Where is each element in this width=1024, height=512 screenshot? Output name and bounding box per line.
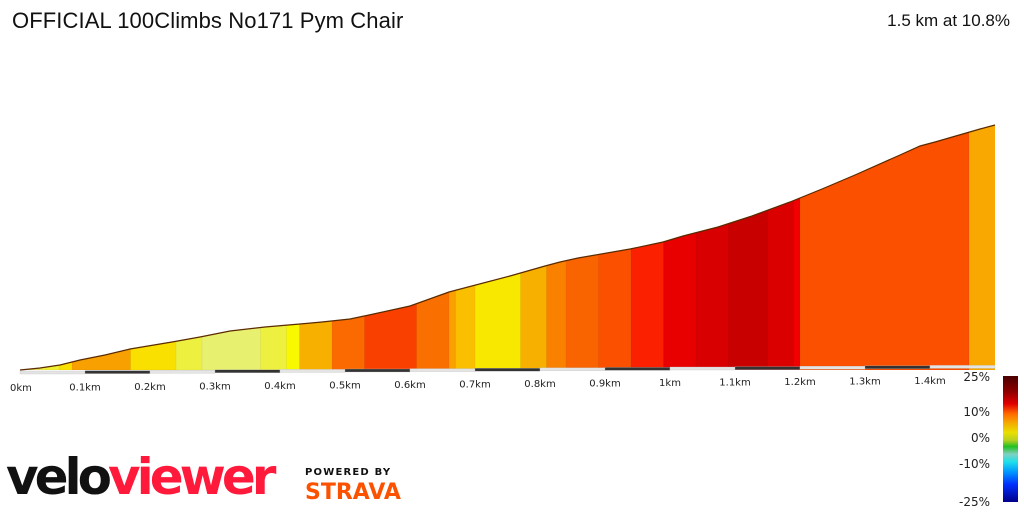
x-tick-label: 1.1km — [719, 378, 750, 389]
gradient-legend: 25% 10% 0% -10% -25% — [959, 370, 1018, 509]
x-tick-label: 0.5km — [329, 381, 360, 392]
gradient-segment — [793, 125, 801, 370]
logo-velo: velo — [6, 448, 112, 506]
gradient-segment — [565, 125, 600, 370]
gradient-segment — [286, 125, 301, 370]
gradient-segment — [260, 125, 288, 370]
x-tick-label: 0.1km — [69, 383, 100, 394]
gradient-segment — [474, 125, 522, 370]
elevation-profile-chart: 0km 0.1km 0.2km 0.3km 0.4km 0.5km 0.6km 0.7km 0.… — [10, 124, 996, 394]
gradient-segment — [695, 125, 730, 370]
page-title: OFFICIAL 100Climbs No171 Pym Chair — [12, 8, 404, 33]
logo-viewer: viewer — [108, 448, 276, 506]
gradient-segment — [663, 125, 697, 370]
climb-summary: 1.5 km at 10.8% — [887, 11, 1010, 30]
gradient-segment — [968, 125, 995, 370]
gradient-segment — [299, 125, 333, 370]
x-tick-label: 0.9km — [589, 379, 620, 390]
gradient-segment — [364, 125, 418, 370]
x-tick-label: 1km — [659, 378, 681, 389]
x-tick-label: 0.4km — [264, 381, 295, 392]
gradient-segment — [799, 125, 970, 370]
gradient-color-scale — [1003, 376, 1018, 502]
legend-label-min: -25% — [958, 495, 990, 509]
gradient-segment — [455, 125, 476, 370]
gradient-segment — [45, 125, 60, 370]
strava-logo: STRAVA — [305, 480, 401, 505]
legend-label-max: 25% — [963, 370, 990, 384]
profile-outline — [19, 124, 996, 371]
gradient-segment — [58, 125, 73, 370]
legend-label-neg10: -10% — [958, 457, 990, 471]
gradient-segment — [130, 125, 177, 370]
x-tick-label: 1.2km — [784, 377, 815, 388]
x-tick-label: 0km — [10, 383, 32, 394]
gradient-segment — [598, 125, 632, 370]
gradient-segment — [630, 125, 665, 370]
veloviewer-logo: veloviewer — [6, 452, 276, 502]
gradient-segment — [448, 125, 457, 370]
gradient-segment — [20, 125, 41, 370]
x-tick-label: 0.7km — [459, 380, 490, 391]
x-tick-label: 0.3km — [199, 382, 230, 393]
gradient-segment — [416, 125, 450, 370]
x-axis-labels: 0km 0.1km 0.2km 0.3km 0.4km 0.5km 0.6km 0.7km 0.… — [10, 376, 946, 394]
legend-label-10: 10% — [963, 405, 990, 419]
x-tick-label: 1.3km — [849, 377, 880, 388]
gradient-segment — [39, 125, 47, 370]
gradient-segment — [546, 125, 567, 370]
distance-scale-bar — [19, 365, 996, 375]
x-tick-label: 0.6km — [394, 380, 425, 391]
gradient-segment — [175, 125, 203, 370]
gradient-segment — [520, 125, 548, 370]
powered-by-label: POWERED BY — [305, 467, 392, 478]
gradient-segments — [20, 125, 995, 370]
gradient-segment — [71, 125, 132, 370]
gradient-segment — [728, 125, 769, 370]
gradient-segment — [331, 125, 366, 370]
legend-label-0: 0% — [970, 431, 990, 445]
x-tick-label: 0.2km — [134, 382, 165, 393]
gradient-segment — [767, 125, 795, 370]
x-tick-label: 0.8km — [524, 379, 555, 390]
gradient-segment — [201, 125, 262, 370]
x-tick-label: 1.4km — [914, 376, 945, 387]
